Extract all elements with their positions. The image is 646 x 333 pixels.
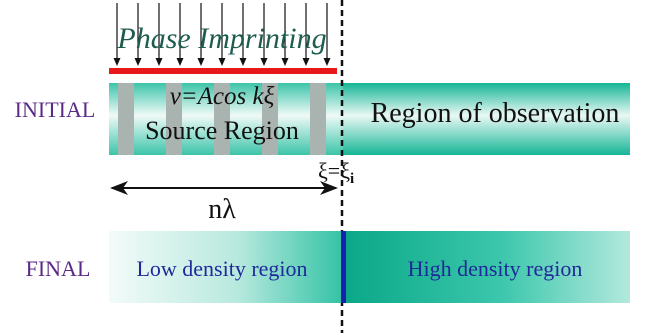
source-stripe xyxy=(214,83,230,155)
imprint-arrow-head xyxy=(281,58,289,66)
final-row-label: FINAL xyxy=(26,256,91,281)
high-density-label: High density region xyxy=(408,256,583,281)
imprint-arrow-head xyxy=(260,58,268,66)
source-stripe xyxy=(166,83,182,155)
source-stripe xyxy=(262,83,278,155)
initial-row-label: INITIAL xyxy=(15,97,96,122)
source-stripe xyxy=(310,83,326,155)
density-divider xyxy=(341,231,346,303)
source-formula: v=Acos kξ xyxy=(170,83,275,110)
observation-region xyxy=(343,83,630,155)
low-density-region xyxy=(109,231,342,303)
phase-imprinting-label: Phase Imprinting xyxy=(116,22,326,55)
imprint-arrow-head xyxy=(239,58,247,66)
imprint-arrow-head xyxy=(323,58,331,66)
boundary-label-main: ξ=ξ xyxy=(318,158,350,183)
wavelength-arrow-left-head xyxy=(110,181,128,195)
imprint-arrow-head xyxy=(155,58,163,66)
high-density-region xyxy=(345,231,630,303)
wavelength-arrow xyxy=(110,181,338,195)
observation-region-label: Region of observation xyxy=(371,98,620,129)
imprint-arrow-head xyxy=(197,58,205,66)
imprint-arrow-head xyxy=(113,58,121,66)
phase-imprinting-bar xyxy=(109,68,337,74)
source-stripe xyxy=(118,83,134,155)
source-region-label: Source Region xyxy=(145,116,299,145)
imprint-arrow-head xyxy=(302,58,310,66)
source-stripes xyxy=(118,83,326,155)
imprint-arrow-head xyxy=(176,58,184,66)
boundary-label: ξ=ξi xyxy=(318,158,354,187)
imprint-arrow-head xyxy=(134,58,142,66)
boundary-label-subscript: i xyxy=(350,171,354,187)
phase-imprinting-arrows xyxy=(113,3,331,66)
imprint-arrow-head xyxy=(218,58,226,66)
wavelength-arrow-right-head xyxy=(320,181,338,195)
low-density-label: Low density region xyxy=(136,256,307,281)
wavelength-label: nλ xyxy=(208,194,236,225)
